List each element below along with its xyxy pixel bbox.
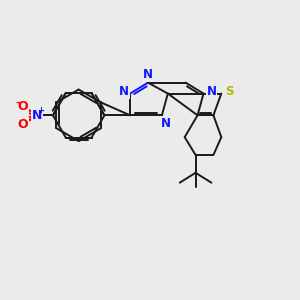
Text: N: N	[32, 109, 42, 122]
Text: S: S	[225, 85, 233, 98]
Text: O: O	[18, 100, 28, 113]
Text: -: -	[15, 98, 20, 107]
Text: N: N	[161, 117, 171, 130]
Text: N: N	[206, 85, 216, 98]
Text: O: O	[18, 118, 28, 131]
Text: +: +	[38, 106, 44, 115]
Text: N: N	[143, 68, 153, 81]
Text: N: N	[119, 85, 129, 98]
